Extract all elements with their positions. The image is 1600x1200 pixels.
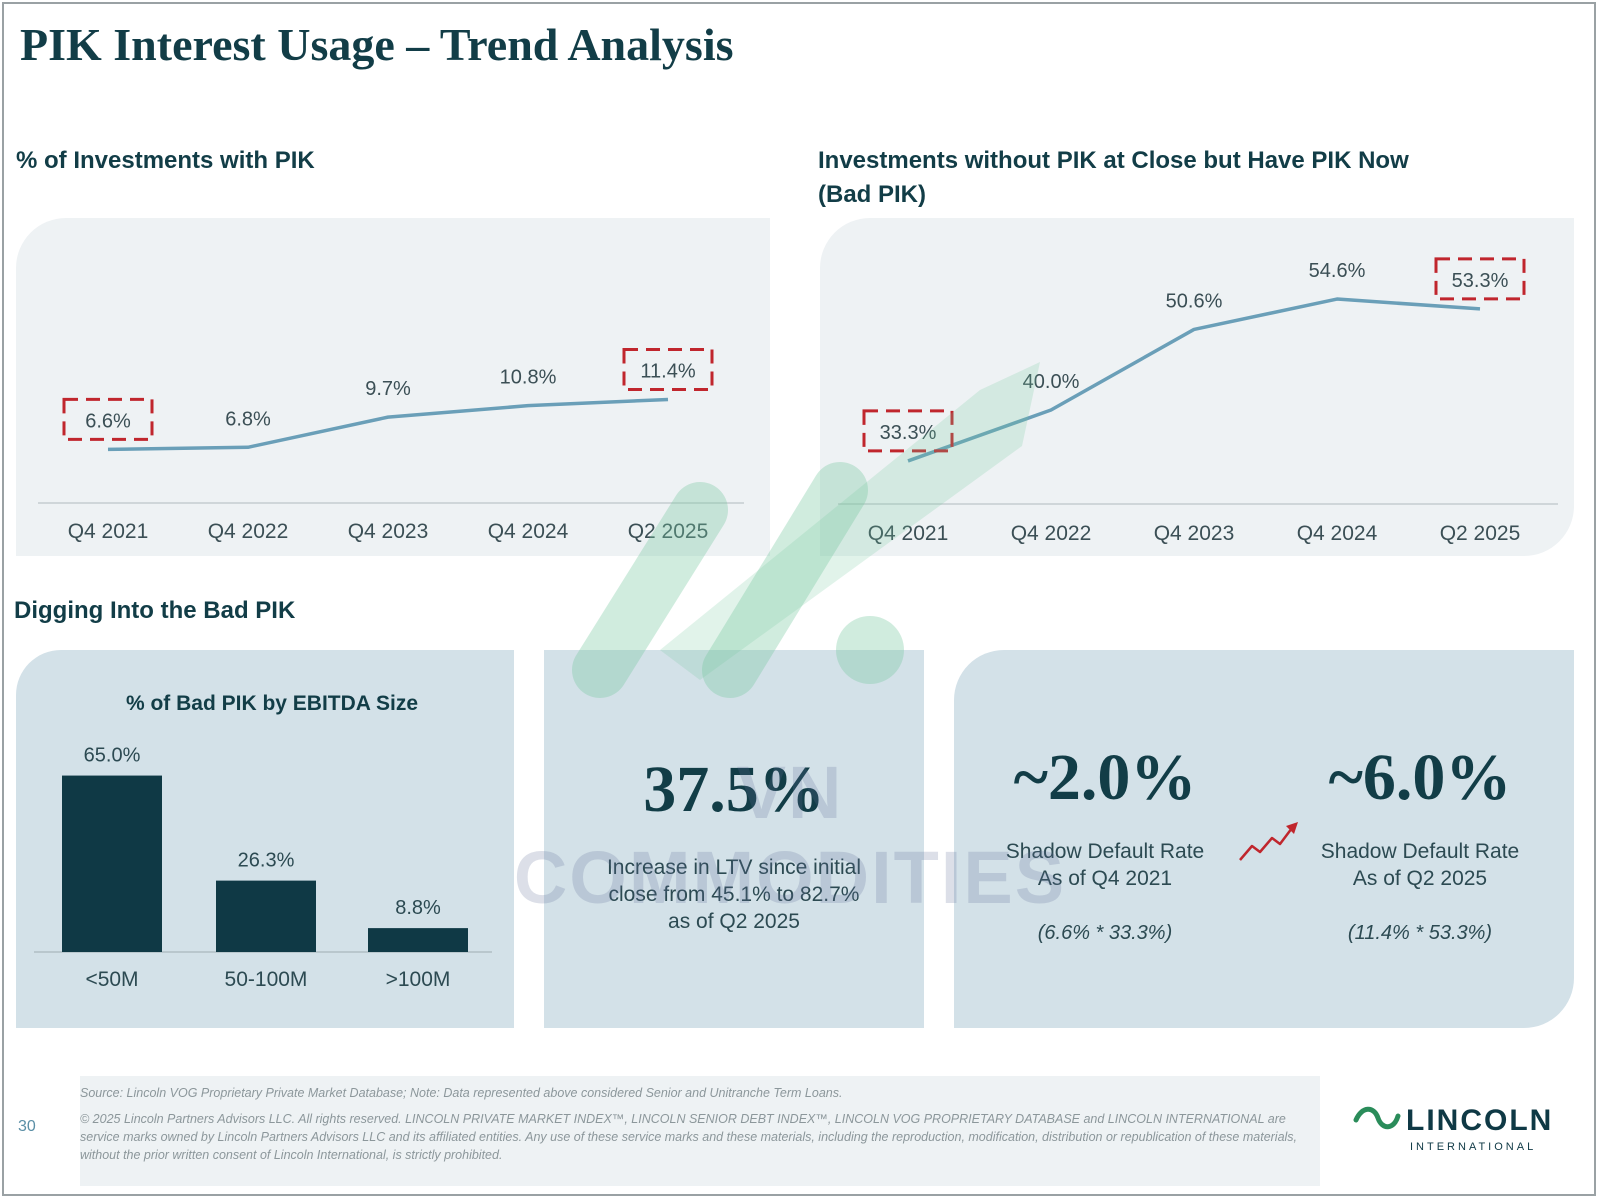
bar-chart-title: % of Bad PIK by EBITDA Size xyxy=(126,692,418,715)
highlight-box xyxy=(622,347,714,391)
bar-value-label: 8.8% xyxy=(395,897,441,919)
data-label: 11.4% xyxy=(640,360,695,382)
footer-copyright: © 2025 Lincoln Partners Advisors LLC. Al… xyxy=(80,1112,1298,1162)
data-label: 40.0% xyxy=(1023,371,1080,393)
lincoln-logo: LINCOLN INTERNATIONAL xyxy=(1353,1104,1553,1153)
bar xyxy=(368,928,468,952)
logo-name: LINCOLN xyxy=(1406,1104,1553,1137)
shadow-right-line1: Shadow Default Rate xyxy=(1320,840,1520,863)
bar-category-label: 50-100M xyxy=(225,968,308,991)
shadow-right-line2: As of Q2 2025 xyxy=(1352,867,1488,890)
right-chart-panel xyxy=(820,218,1574,556)
shadow-left-line2: As of Q4 2021 xyxy=(1037,867,1173,890)
right-chart-title-line1: Investments without PIK at Close but Hav… xyxy=(818,147,1409,174)
pik-share-line-chart: 6.6% Q4 2021 6.8% Q4 2022 9.7% Q4 2023 10.8% Q4… xyxy=(38,347,744,543)
x-tick-label: Q4 2024 xyxy=(1297,522,1378,545)
bar-value-label: 26.3% xyxy=(238,850,295,872)
data-label: 9.7% xyxy=(365,378,411,400)
x-tick-label: Q4 2021 xyxy=(868,522,949,545)
ltv-value: 37.5% xyxy=(643,753,825,826)
bottom-section-title: Digging Into the Bad PIK xyxy=(14,597,296,624)
x-tick-label: Q4 2022 xyxy=(1011,522,1092,545)
x-tick-label: Q4 2024 xyxy=(488,520,569,543)
watermark-arrow-graphic xyxy=(572,362,1040,698)
x-tick-label: Q4 2023 xyxy=(1154,522,1235,545)
bad-pik-ebitda-bar-chart: % of Bad PIK by EBITDA Size 65.0% <50M 26.3… xyxy=(34,692,492,991)
bar xyxy=(216,880,316,952)
watermark-text: VN COMMODITIES xyxy=(513,751,1067,919)
data-label: 10.8% xyxy=(500,367,557,389)
data-label: 54.6% xyxy=(1309,260,1366,282)
bar-value-label: 65.0% xyxy=(84,745,141,767)
shadow-right-value: ~6.0% xyxy=(1328,741,1512,814)
left-chart-title: % of Investments with PIK xyxy=(16,147,315,174)
bad-pik-line-chart: 33.3% Q4 2021 40.0% Q4 2022 50.6% Q4 2023 54.6… xyxy=(838,257,1558,545)
page-number: 30 xyxy=(18,1118,36,1135)
shadow-left-formula: (6.6% * 33.3%) xyxy=(1037,922,1173,944)
data-label: 50.6% xyxy=(1166,290,1223,312)
shadow-default-box xyxy=(954,650,1574,1028)
x-tick-label: Q2 2025 xyxy=(628,520,709,543)
ltv-description-line2: close from 45.1% to 82.7% xyxy=(608,883,860,906)
bar-category-label: <50M xyxy=(85,968,138,991)
page-title: PIK Interest Usage – Trend Analysis xyxy=(20,19,734,70)
data-label: 53.3% xyxy=(1452,270,1509,292)
logo-sub: INTERNATIONAL xyxy=(1410,1141,1536,1153)
bar xyxy=(62,775,162,952)
data-label: 6.8% xyxy=(225,408,271,430)
data-label: 33.3% xyxy=(880,422,937,444)
bar-category-label: >100M xyxy=(386,968,451,991)
footer-panel: Source: Lincoln VOG Proprietary Private … xyxy=(80,1076,1320,1186)
footer-source: Source: Lincoln VOG Proprietary Private … xyxy=(80,1086,843,1100)
shadow-left-value: ~2.0% xyxy=(1013,741,1197,814)
highlight-box xyxy=(862,409,954,453)
ltv-description-line1: Increase in LTV since initial xyxy=(606,856,862,879)
shadow-right-formula: (11.4% * 53.3%) xyxy=(1347,922,1493,944)
shadow-left-line1: Shadow Default Rate xyxy=(1005,840,1205,863)
left-chart-panel xyxy=(16,218,770,556)
ltv-box xyxy=(544,650,924,1028)
highlight-box xyxy=(62,397,154,441)
trend-up-arrow-icon xyxy=(1239,822,1298,861)
x-tick-label: Q4 2023 xyxy=(348,520,429,543)
highlight-box xyxy=(1434,257,1526,301)
x-tick-label: Q4 2022 xyxy=(208,520,289,543)
right-chart-title-line2: (Bad PIK) xyxy=(818,181,926,208)
lincoln-wave-icon xyxy=(1353,1106,1401,1130)
x-tick-label: Q4 2021 xyxy=(68,520,149,543)
ltv-description-line3: as of Q2 2025 xyxy=(668,910,800,933)
data-label: 6.6% xyxy=(85,410,131,432)
x-tick-label: Q2 2025 xyxy=(1440,522,1521,545)
